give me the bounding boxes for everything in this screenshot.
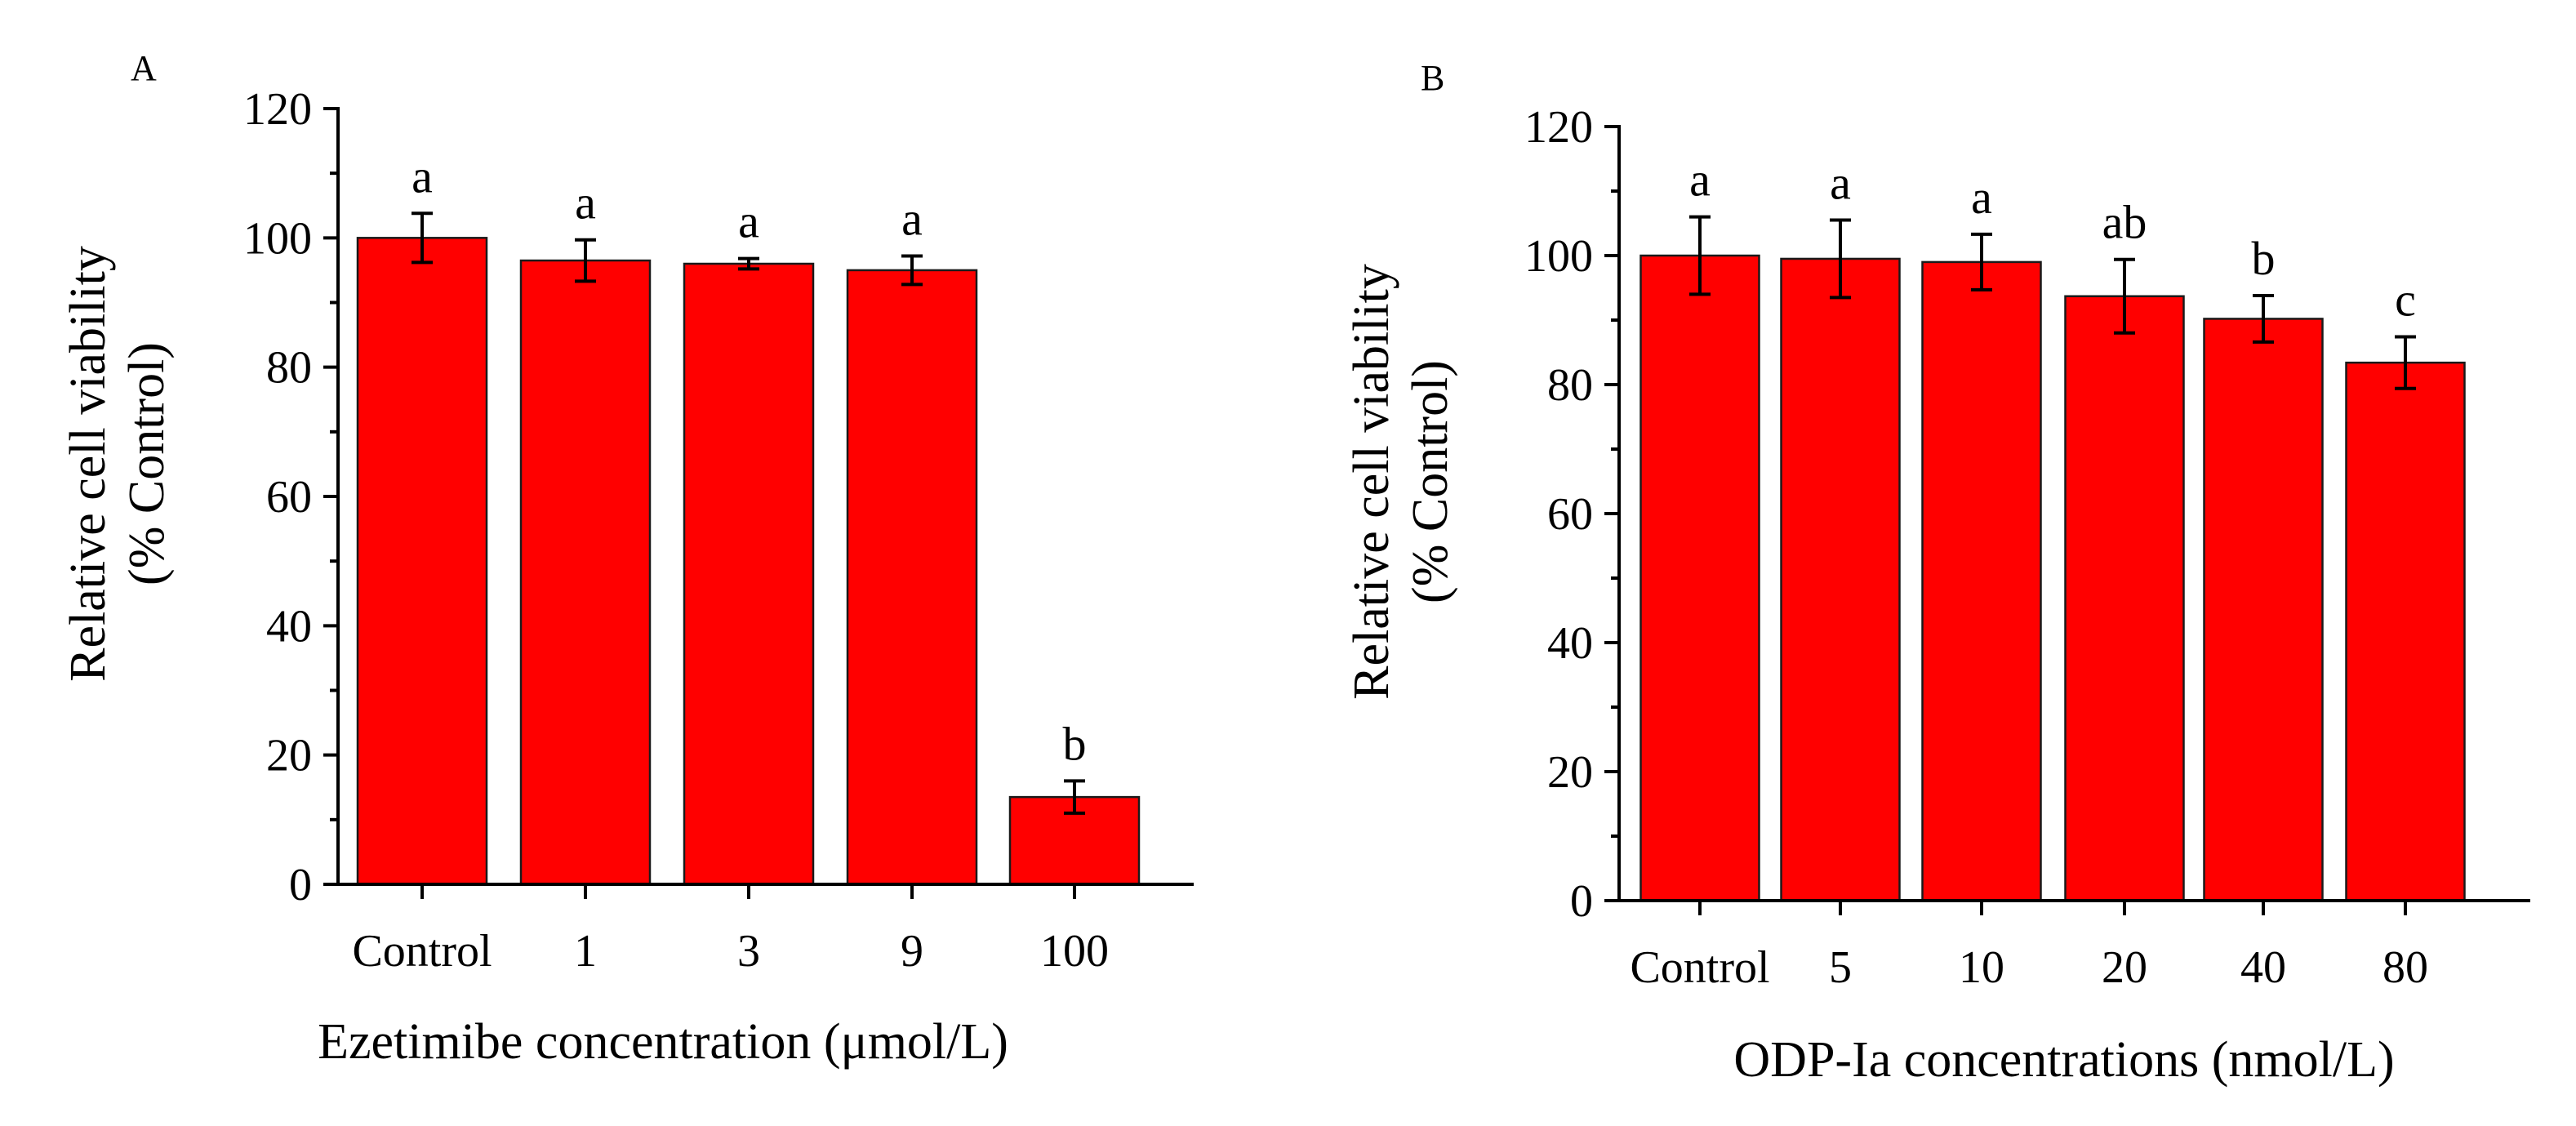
panel-a-x-tick-label: 100 <box>1040 926 1109 977</box>
panel-a-y-tick-label: 60 <box>266 472 312 523</box>
panel-a-significance-letter: a <box>901 193 923 246</box>
panel-b-x-tick-label: 40 <box>2240 942 2286 993</box>
panel-a-significance-letter: a <box>412 149 433 203</box>
panel-a-y-tick-label: 80 <box>266 343 312 394</box>
panel-b-significance-letter: a <box>1830 157 1851 210</box>
panel-a-xlabel: Ezetimibe concentration (μmol/L) <box>318 1014 1008 1070</box>
panel-a-bar <box>519 259 652 886</box>
panel-b-y-tick-label: 80 <box>1547 360 1593 411</box>
panel-b-ylabel-line2: (% Control) <box>1403 360 1458 603</box>
panel-b-y-tick-label: 120 <box>1524 102 1593 153</box>
panel-b-x-tick-label: 10 <box>1959 942 2004 993</box>
panel-a-y-tick-label: 0 <box>289 860 312 910</box>
panel-a-ylabel-line1: Relative cell viability <box>60 246 116 682</box>
panel-a-y-tick-label: 40 <box>266 601 312 652</box>
panel-b-plot: a a a ab b c 0 20 40 60 80 100 120 Control 5 10 20 40 80 <box>1524 102 2530 993</box>
panel-a-bar <box>846 269 978 886</box>
panel-a-y-tick-label: 120 <box>243 84 312 135</box>
panel-b-bar <box>2345 361 2466 902</box>
panel-a-significance-letter: a <box>575 176 596 229</box>
panel-a-ylabel-line2: (% Control) <box>119 342 175 585</box>
panel-a-significance-letter: a <box>738 195 759 248</box>
panel-a-plot: a a a a b 0 20 40 60 80 100 120 Control 1 3 9 100 <box>243 84 1194 977</box>
panel-b-y-tick-label: 40 <box>1547 618 1593 669</box>
panel-a-y-tick-label: 20 <box>266 731 312 781</box>
panel-b-significance-letter: a <box>1689 154 1711 207</box>
panel-b-significance-letter: b <box>2252 232 2276 285</box>
panel-b-ylabel-line1: Relative cell viability <box>1344 264 1399 700</box>
panel-b-x-tick-label: Control <box>1630 942 1769 993</box>
panel-a-x-tick-label: Control <box>352 926 492 977</box>
panel-b-x-tick-label: 5 <box>1829 942 1852 993</box>
panel-b-bar <box>1921 260 2042 902</box>
panel-b-bar <box>1639 254 1760 902</box>
panel-b-bar <box>1780 257 1901 902</box>
panel-b: B a a a ab b c 0 20 40 60 80 100 120 Control 5 10 20 40 80… <box>1344 58 2530 1088</box>
panel-b-y-tick-label: 100 <box>1524 231 1593 282</box>
panel-b-bar <box>2064 295 2185 902</box>
panel-b-x-tick-label: 80 <box>2382 942 2428 993</box>
panel-a-bar <box>683 262 815 886</box>
panel-a-bar <box>356 237 488 886</box>
panel-b-bar <box>2203 318 2324 902</box>
panel-b-y-tick-label: 60 <box>1547 489 1593 540</box>
panel-a-y-tick-label: 100 <box>243 213 312 264</box>
panel-a: A a a a a b 0 20 40 60 80 100 120 Control 1 3 9 100 Rela… <box>60 48 1194 1070</box>
panel-b-x-tick-label: 20 <box>2102 942 2147 993</box>
panel-a-x-tick-label: 9 <box>901 926 923 977</box>
panel-b-significance-letter: c <box>2395 274 2416 327</box>
panel-a-significance-letter: b <box>1063 717 1087 770</box>
panel-b-y-tick-label: 0 <box>1570 876 1593 927</box>
panel-a-x-tick-label: 3 <box>737 926 760 977</box>
panel-b-significance-letter: a <box>1971 171 1992 224</box>
panel-b-label: B <box>1421 58 1444 98</box>
panel-b-y-tick-label: 20 <box>1547 747 1593 798</box>
panel-a-label: A <box>131 48 157 88</box>
panel-b-significance-letter: ab <box>2102 196 2147 249</box>
panel-b-xlabel: ODP-Ia concentrations (nmol/L) <box>1733 1032 2394 1088</box>
panel-a-x-tick-label: 1 <box>574 926 597 977</box>
